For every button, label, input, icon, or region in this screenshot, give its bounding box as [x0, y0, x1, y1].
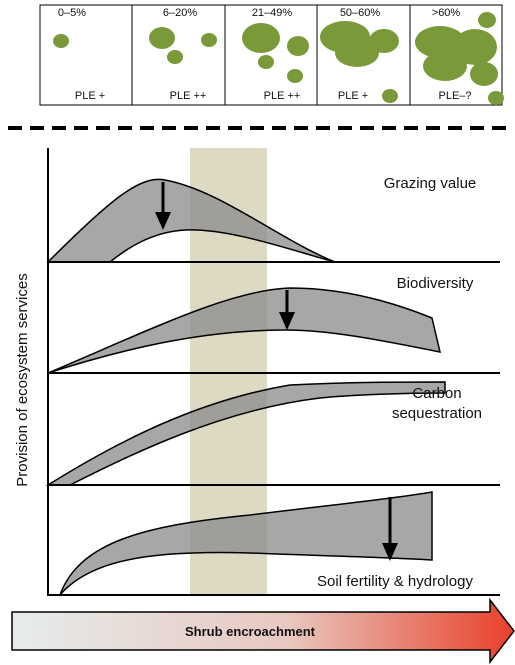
cover-label: 21–49%	[252, 7, 293, 19]
shrub	[201, 33, 217, 47]
cover-label: >60%	[432, 7, 461, 19]
shrub	[258, 55, 274, 69]
shrub	[242, 23, 280, 53]
panel-title: Biodiversity	[397, 275, 474, 292]
shrub	[470, 62, 498, 86]
panel-title: Grazing value	[384, 175, 477, 192]
panel-title: Carbon	[412, 385, 461, 402]
cover-label: 50–60%	[340, 7, 381, 19]
shrub	[369, 29, 399, 53]
arrow-label: Shrub encroachment	[185, 624, 316, 639]
cover-label: 6–20%	[163, 7, 197, 19]
shrub	[167, 50, 183, 64]
shrub	[287, 36, 309, 56]
ple-label: PLE +	[75, 90, 105, 102]
shrub	[382, 89, 398, 103]
shrub	[423, 51, 467, 81]
shrub	[488, 91, 504, 105]
ple-label: PLE–?	[438, 90, 471, 102]
shrub	[53, 34, 69, 48]
figure: 0–5% 6–20% 21–49% 50–60% >60% PLE + PLE …	[0, 0, 515, 665]
cover-boxes: 0–5% 6–20% 21–49% 50–60% >60% PLE + PLE …	[40, 5, 504, 105]
cover-label: 0–5%	[58, 7, 86, 19]
ple-label: PLE +	[338, 90, 368, 102]
shrub	[287, 69, 303, 83]
ple-label: PLE ++	[264, 90, 301, 102]
shrub	[478, 12, 496, 28]
panel-title: sequestration	[392, 405, 482, 422]
shrub	[149, 27, 175, 49]
ple-label: PLE ++	[170, 90, 207, 102]
y-axis-label: Provision of ecosystem services	[14, 273, 31, 486]
panel-title: Soil fertility & hydrology	[317, 573, 473, 590]
